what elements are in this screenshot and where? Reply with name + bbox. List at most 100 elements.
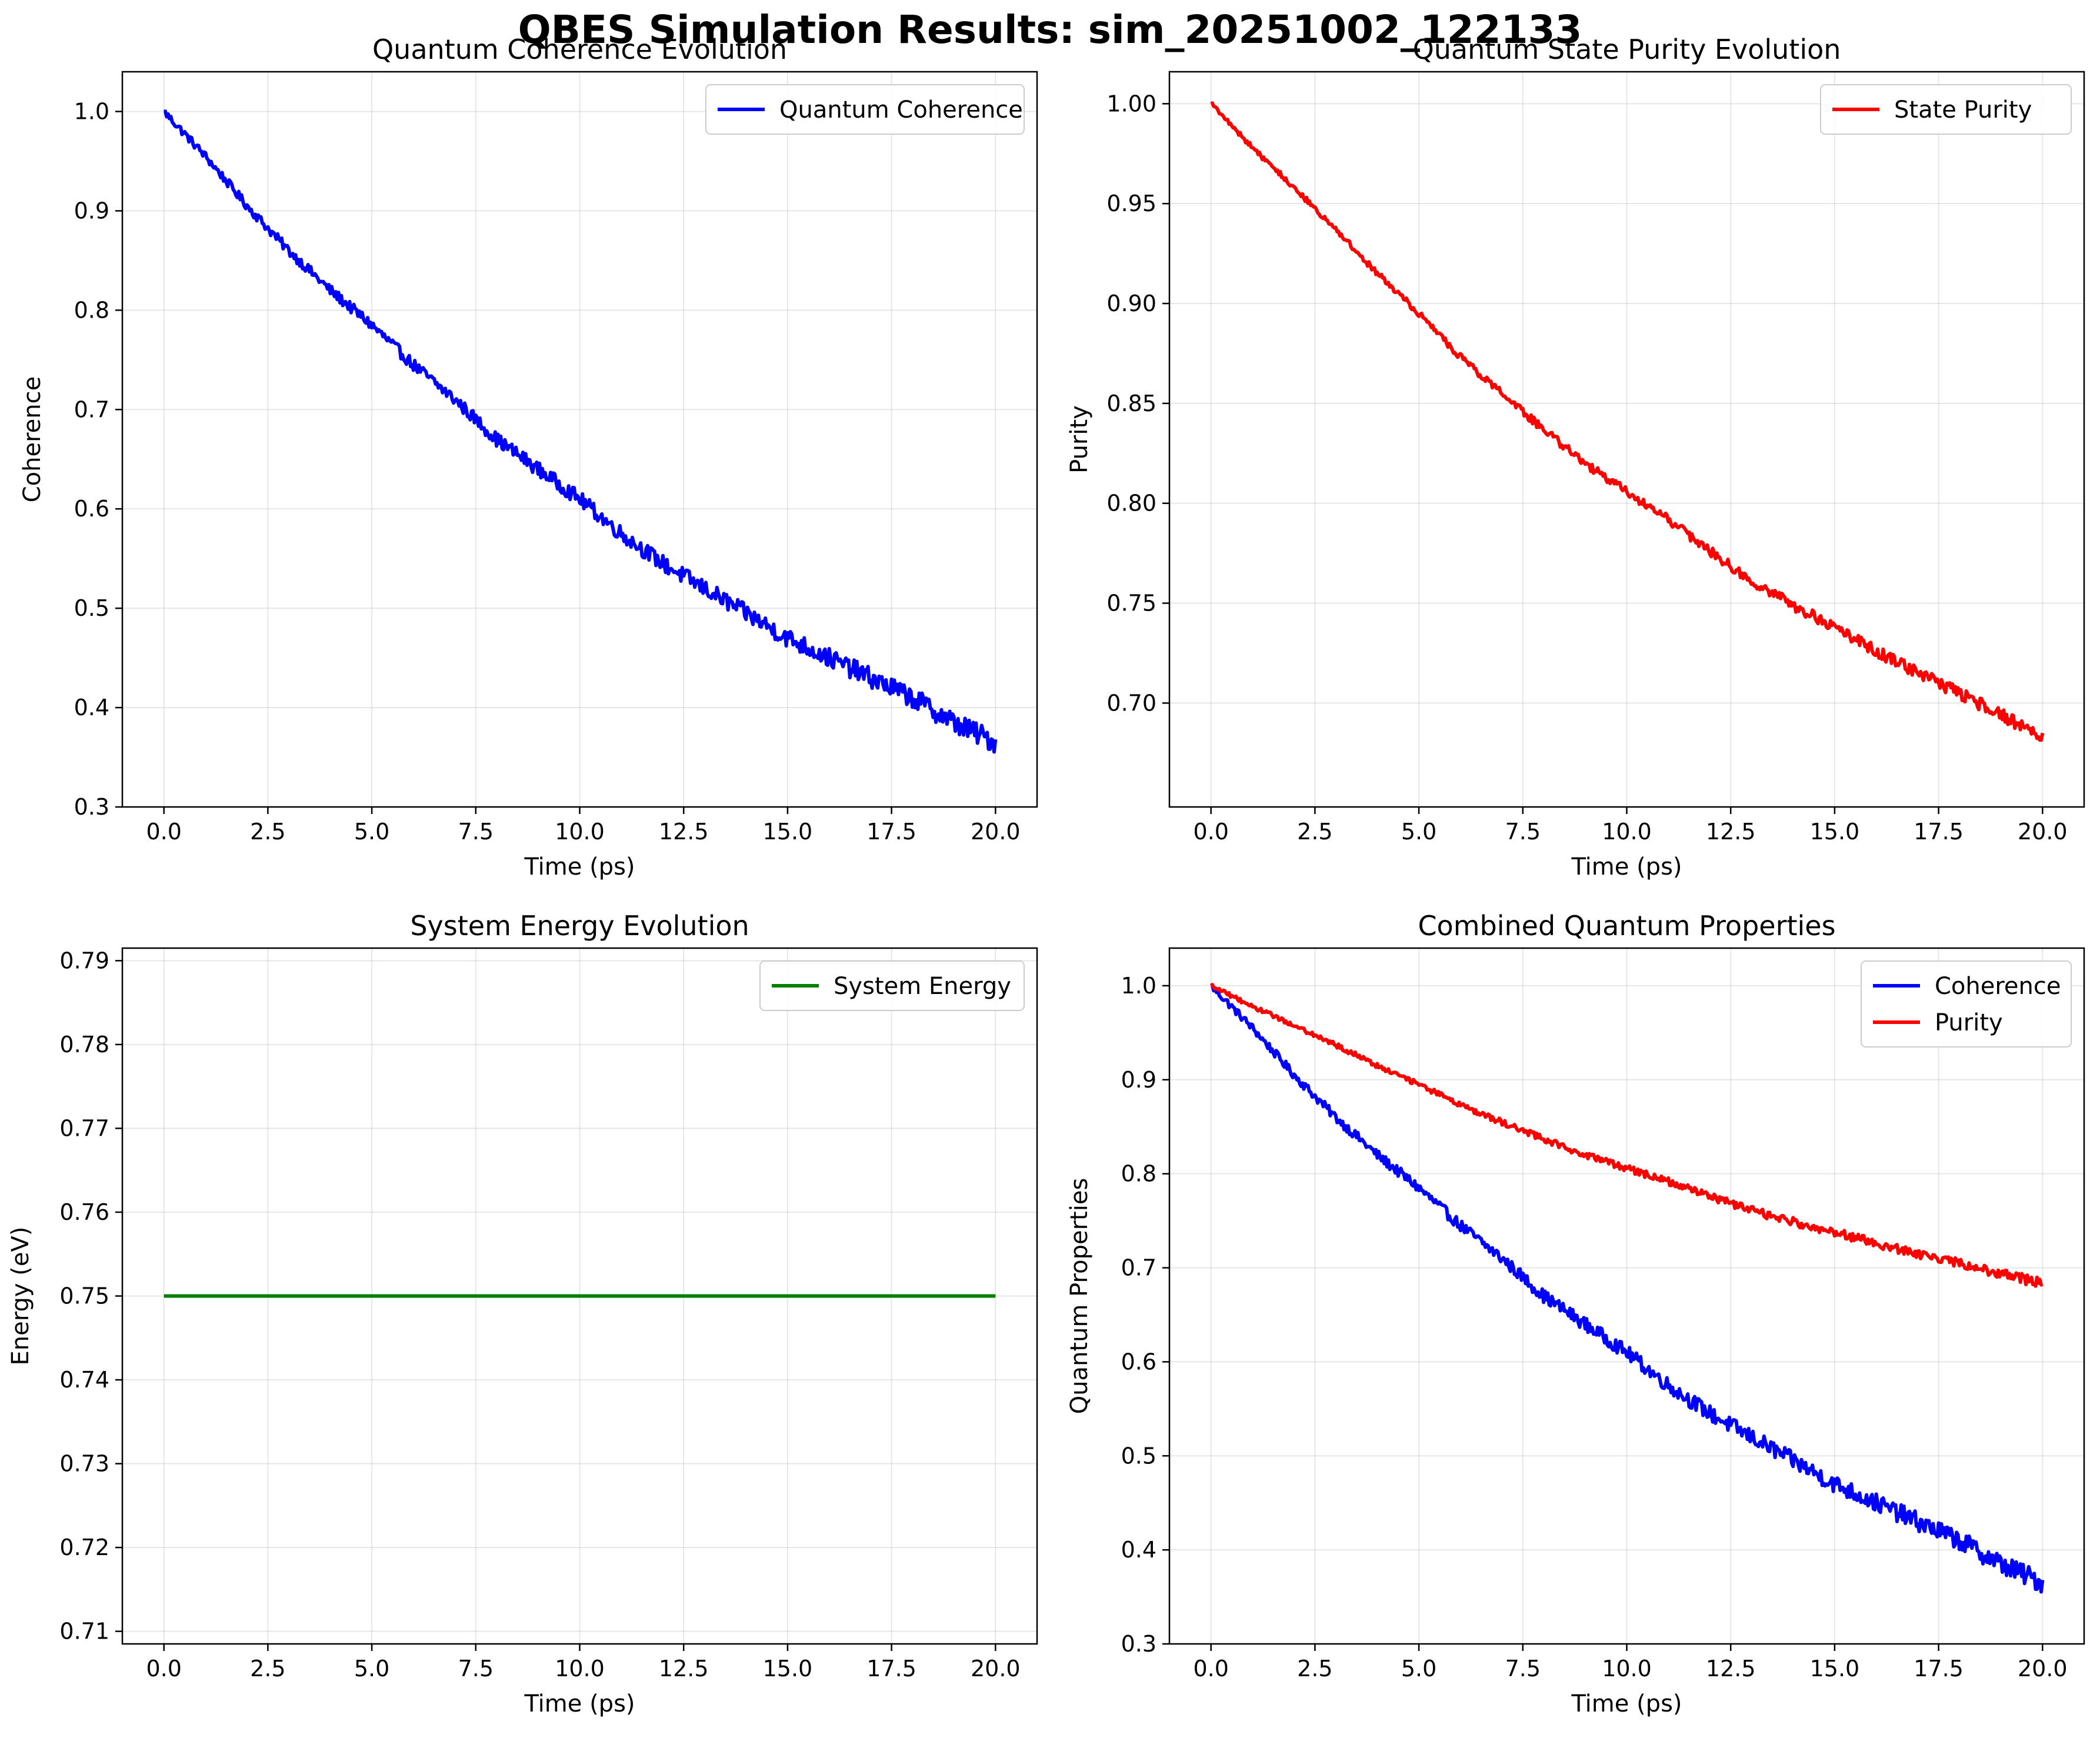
series-line-quantum-coherence [164,109,998,754]
y-axis-label: Quantum Properties [1066,1178,1093,1415]
x-tick-label: 17.5 [1914,819,1964,845]
y-tick-label: 0.85 [1106,391,1156,416]
panel-title: Quantum State Purity Evolution [1413,34,1841,65]
x-axis-label: Time (ps) [524,1690,635,1717]
x-tick-label: 12.5 [1706,1656,1756,1682]
y-tick-label: 0.78 [59,1032,109,1058]
y-tick-label: 0.79 [59,948,109,973]
y-tick-label: 0.9 [1121,1067,1156,1093]
x-tick-label: 12.5 [659,819,709,845]
legend-box [1820,84,2072,135]
x-tick-label: 2.5 [1297,1656,1332,1682]
panel-title: Quantum Coherence Evolution [372,34,787,65]
y-tick-label: 0.4 [1121,1537,1156,1563]
y-tick-label: 0.71 [59,1619,109,1644]
y-tick-label: 0.5 [74,595,109,621]
x-tick-label: 20.0 [2018,819,2068,845]
y-axis-label: Coherence [19,376,46,503]
legend-label: System Energy [834,973,1011,1000]
x-tick-label: 20.0 [2018,1656,2068,1682]
y-tick-label: 0.3 [74,794,109,820]
y-tick-label: 0.77 [59,1115,109,1141]
x-tick-label: 12.5 [1706,819,1756,845]
x-tick-label: 0.0 [146,819,181,845]
y-tick-label: 0.76 [59,1199,109,1225]
y-tick-label: 0.95 [1106,191,1156,216]
x-tick-label: 20.0 [971,819,1021,845]
x-tick-label: 5.0 [1401,819,1436,845]
x-tick-label: 20.0 [971,1656,1021,1682]
y-tick-label: 1.00 [1106,91,1156,116]
x-tick-label: 2.5 [250,819,285,845]
chart-panel-2: Quantum State Purity Evolution 0.0 2.5 5.0 7… [1066,34,2085,880]
x-axis-label: Time (ps) [1571,853,1682,880]
chart-panel-3: System Energy Evolution 0.0 2.5 5.0 7.5 10.0 1… [7,910,1038,1717]
legend-label: Purity [1935,1009,2003,1036]
y-tick-label: 0.80 [1106,491,1156,516]
x-axis-label: Time (ps) [1571,1690,1682,1717]
legend-box [1861,960,2072,1048]
y-tick-label: 0.8 [74,297,109,323]
legend-box [759,960,1025,1011]
legend-box [705,84,1025,135]
y-tick-label: 0.73 [59,1451,109,1477]
chart-panel-1: Quantum Coherence Evolution 0.0 2.5 5.0 7.5 1… [19,34,1038,880]
legend: Quantum Coherence [705,84,1025,135]
x-tick-label: 7.5 [1505,1656,1541,1682]
x-tick-label: 0.0 [1193,1656,1228,1682]
x-tick-label: 15.0 [1810,1656,1860,1682]
y-tick-label: 0.74 [59,1367,109,1393]
x-tick-label: 0.0 [1193,819,1228,845]
y-tick-label: 0.7 [1121,1255,1156,1281]
y-tick-label: 0.4 [74,695,109,720]
y-tick-label: 0.3 [1121,1631,1156,1657]
y-tick-label: 0.5 [1121,1443,1156,1469]
chart-panel-4: Combined Quantum Properties 0.0 2.5 5.0 7.5 1… [1066,910,2085,1717]
x-tick-label: 5.0 [1401,1656,1436,1682]
x-tick-label: 0.0 [146,1656,181,1682]
y-tick-label: 0.9 [74,198,109,223]
y-tick-label: 0.7 [74,396,109,422]
legend: State Purity [1820,84,2072,135]
x-tick-label: 10.0 [555,819,605,845]
figure-title: QBES Simulation Results: sim_20251002_12… [518,7,1582,52]
x-tick-label: 12.5 [659,1656,709,1682]
y-tick-label: 1.0 [1121,973,1156,999]
x-tick-label: 7.5 [458,819,494,845]
y-tick-label: 0.6 [1121,1349,1156,1375]
x-tick-label: 10.0 [555,1656,605,1682]
panel-title: System Energy Evolution [410,910,749,942]
panel-title: Combined Quantum Properties [1418,910,1835,942]
x-tick-label: 17.5 [866,819,916,845]
x-tick-label: 15.0 [1810,819,1860,845]
x-tick-label: 17.5 [1914,1656,1964,1682]
y-tick-label: 0.8 [1121,1161,1156,1187]
series-line-state-purity [1210,101,2045,742]
series-line-purity [1209,983,2044,1288]
legend: System Energy [759,960,1025,1011]
x-tick-label: 15.0 [763,1656,813,1682]
x-tick-label: 10.0 [1602,1656,1652,1682]
y-tick-label: 0.6 [74,496,109,522]
x-tick-label: 5.0 [354,819,389,845]
x-tick-label: 17.5 [866,1656,916,1682]
y-tick-label: 0.72 [59,1534,109,1560]
legend-label: Coherence [1935,973,2061,1000]
x-tick-label: 10.0 [1602,819,1652,845]
legend-label: State Purity [1894,96,2032,124]
y-tick-label: 1.0 [74,99,109,125]
x-tick-label: 5.0 [354,1656,389,1682]
x-tick-label: 7.5 [458,1656,494,1682]
x-tick-label: 2.5 [1297,819,1332,845]
y-tick-label: 0.75 [59,1283,109,1309]
x-tick-label: 7.5 [1505,819,1541,845]
y-tick-label: 0.75 [1106,591,1156,616]
legend: Coherence Purity [1861,960,2072,1048]
x-tick-label: 15.0 [763,819,813,845]
legend-label: Quantum Coherence [779,96,1023,124]
x-axis-label: Time (ps) [524,853,635,880]
y-tick-label: 0.70 [1106,690,1156,716]
y-axis-label: Energy (eV) [7,1227,34,1366]
y-tick-label: 0.90 [1106,291,1156,316]
